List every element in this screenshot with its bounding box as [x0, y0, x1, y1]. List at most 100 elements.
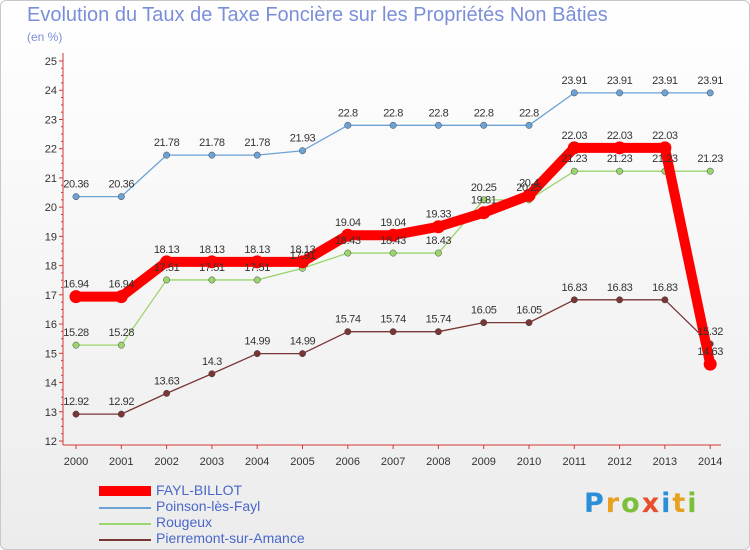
x-tick-label: 2010	[517, 456, 541, 468]
data-point	[163, 276, 171, 284]
data-label: 15.74	[380, 314, 406, 326]
x-tick-label: 2013	[653, 456, 677, 468]
data-point	[208, 370, 216, 378]
data-label: 15.74	[335, 314, 361, 326]
data-label: 20.36	[63, 179, 89, 191]
data-label: 18.43	[380, 235, 406, 247]
data-point	[163, 389, 171, 397]
data-point	[299, 147, 306, 155]
data-point	[69, 290, 83, 304]
data-point	[525, 319, 533, 327]
data-label: 15.74	[426, 314, 452, 326]
data-point	[344, 121, 352, 129]
data-point	[253, 151, 261, 159]
data-label: 22.03	[562, 130, 588, 142]
data-point	[117, 341, 125, 349]
y-tick-label: 12	[45, 436, 57, 448]
data-point	[253, 350, 261, 358]
y-tick-label: 13	[45, 407, 57, 419]
data-label: 16.83	[607, 282, 633, 294]
data-label: 21.78	[199, 137, 225, 149]
data-point	[386, 228, 400, 242]
y-tick-label: 22	[45, 144, 57, 156]
data-label: 18.13	[154, 244, 180, 256]
data-point	[341, 228, 355, 242]
data-label: 22.8	[428, 107, 448, 119]
data-label: 14.99	[244, 336, 270, 348]
legend-label: Rougeux	[156, 514, 213, 530]
data-label: 19.81	[471, 195, 497, 207]
data-point	[431, 220, 445, 234]
data-point	[613, 141, 627, 155]
y-tick-label: 18	[45, 261, 57, 273]
y-tick-label: 21	[45, 173, 57, 185]
data-label: 22.8	[383, 107, 403, 119]
data-label: 15.28	[63, 327, 89, 339]
data-point	[344, 249, 352, 257]
data-point	[117, 193, 125, 201]
x-tick-label: 2004	[245, 456, 269, 468]
data-label: 18.13	[199, 244, 225, 256]
data-point	[299, 350, 306, 358]
data-point	[661, 89, 669, 97]
data-label: 14.3	[202, 356, 222, 368]
y-tick-label: 24	[45, 85, 57, 97]
x-tick-label: 2003	[200, 456, 224, 468]
legend-label: FAYL-BILLOT	[156, 482, 243, 498]
data-label: 16.94	[109, 279, 135, 291]
data-label: 22.8	[474, 107, 494, 119]
y-tick-label: 17	[45, 290, 57, 302]
x-tick-label: 2002	[154, 456, 178, 468]
data-label: 18.13	[290, 244, 316, 256]
data-label: 15.32	[697, 326, 723, 338]
data-point	[296, 255, 309, 269]
data-point	[570, 167, 578, 175]
data-point	[570, 89, 578, 97]
data-point	[477, 206, 491, 220]
data-point	[114, 290, 128, 304]
x-tick-label: 2014	[698, 456, 722, 468]
chart-title: Evolution du Taux de Taxe Foncière sur l…	[27, 4, 608, 26]
data-label: 18.43	[426, 235, 452, 247]
data-label: 22.8	[338, 107, 358, 119]
data-point	[525, 121, 533, 129]
data-point	[480, 121, 488, 129]
data-label: 13.63	[154, 375, 180, 387]
data-point	[250, 255, 264, 269]
legend-label: Poinson-lès-Fayl	[156, 498, 261, 514]
data-point	[616, 89, 624, 97]
data-label: 18.43	[335, 235, 361, 247]
data-point	[389, 328, 397, 336]
data-point	[208, 276, 216, 284]
x-tick-label: 2001	[109, 456, 133, 468]
y-tick-label: 25	[45, 56, 57, 68]
x-tick-label: 2008	[426, 456, 450, 468]
data-point	[344, 328, 352, 336]
data-label: 21.23	[652, 153, 678, 165]
data-point	[703, 357, 717, 371]
data-point	[117, 410, 125, 418]
data-label: 23.91	[607, 75, 633, 87]
data-label: 12.92	[63, 396, 89, 408]
data-point	[616, 167, 624, 175]
y-tick-label: 15	[45, 348, 57, 360]
data-point	[480, 196, 488, 204]
data-point	[522, 188, 536, 202]
data-label: 21.78	[154, 137, 180, 149]
data-point	[434, 328, 442, 336]
data-label: 22.8	[519, 107, 539, 119]
data-label: 15.28	[109, 327, 135, 339]
data-label: 23.91	[697, 75, 723, 87]
data-label: 17.51	[244, 262, 270, 274]
y-tick-label: 20	[45, 202, 57, 214]
data-point	[434, 249, 442, 257]
x-tick-label: 2011	[562, 456, 586, 468]
data-label: 20.4	[519, 177, 539, 189]
data-point	[567, 141, 581, 155]
legend-swatch	[99, 539, 151, 541]
data-point	[661, 296, 669, 304]
data-label: 16.05	[471, 305, 497, 317]
data-point	[253, 276, 261, 284]
